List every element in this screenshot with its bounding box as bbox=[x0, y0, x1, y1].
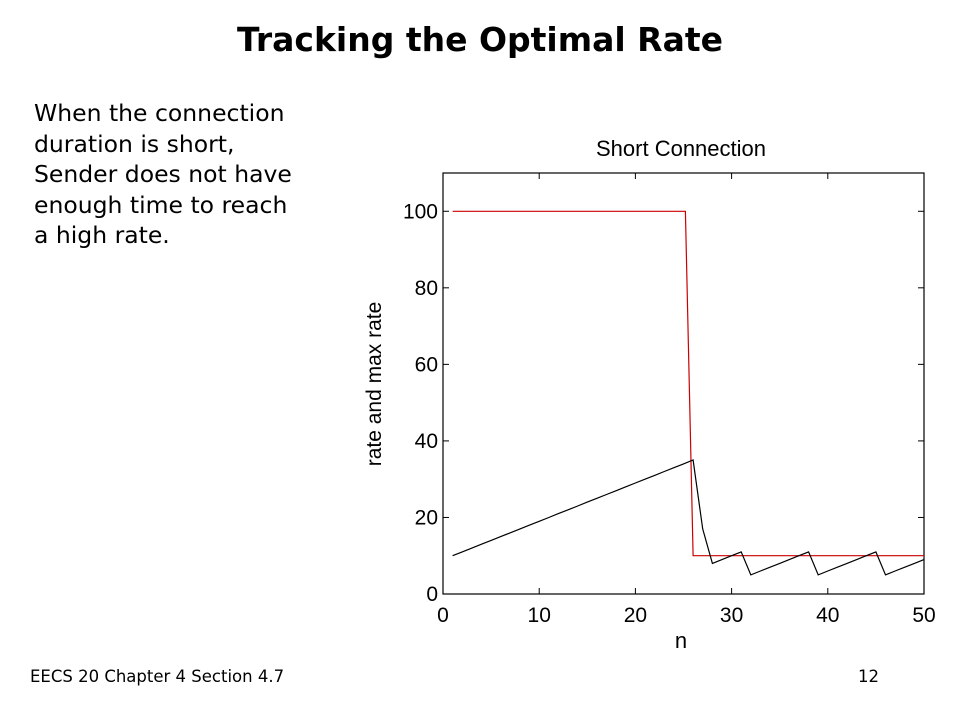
x-tick-label: 0 bbox=[437, 604, 449, 627]
body-line: a high rate. bbox=[34, 221, 170, 249]
rate-line bbox=[452, 459, 925, 576]
y-tick-label: 20 bbox=[415, 506, 438, 529]
x-tick-label: 30 bbox=[720, 604, 743, 627]
body-line: When the connection bbox=[34, 99, 285, 127]
body-line: duration is short, bbox=[34, 129, 235, 158]
plot-area bbox=[442, 172, 925, 595]
chart-title: Short Connection bbox=[596, 136, 766, 161]
y-tick-label: 40 bbox=[415, 430, 438, 453]
series-group bbox=[452, 210, 925, 576]
body-line: Sender does not have bbox=[34, 160, 292, 188]
y-tick-label: 80 bbox=[415, 277, 438, 300]
axis-ticks: 0 10 20 30 40 50 0 20 40 60 80 100 bbox=[403, 173, 936, 627]
y-axis-label: rate and max rate bbox=[363, 302, 386, 467]
y-tick-label: 60 bbox=[415, 353, 438, 376]
x-tick-label: 20 bbox=[624, 604, 647, 627]
footer-course: EECS 20 Chapter 4 Section 4.7 bbox=[30, 667, 285, 686]
y-tick-label: 100 bbox=[403, 200, 438, 223]
body-line: enough time to reach bbox=[34, 190, 288, 219]
max-rate-line bbox=[452, 210, 924, 557]
x-tick-label: 10 bbox=[528, 604, 551, 627]
x-axis-label: n bbox=[675, 628, 687, 653]
x-tick-label: 40 bbox=[816, 604, 839, 627]
page-number: 12 bbox=[858, 667, 879, 686]
slide-title: Tracking the Optimal Rate bbox=[236, 20, 724, 59]
body-text: When the connection duration is short, S… bbox=[34, 98, 364, 251]
x-tick-label: 50 bbox=[912, 604, 935, 627]
y-tick-label: 0 bbox=[426, 583, 438, 606]
